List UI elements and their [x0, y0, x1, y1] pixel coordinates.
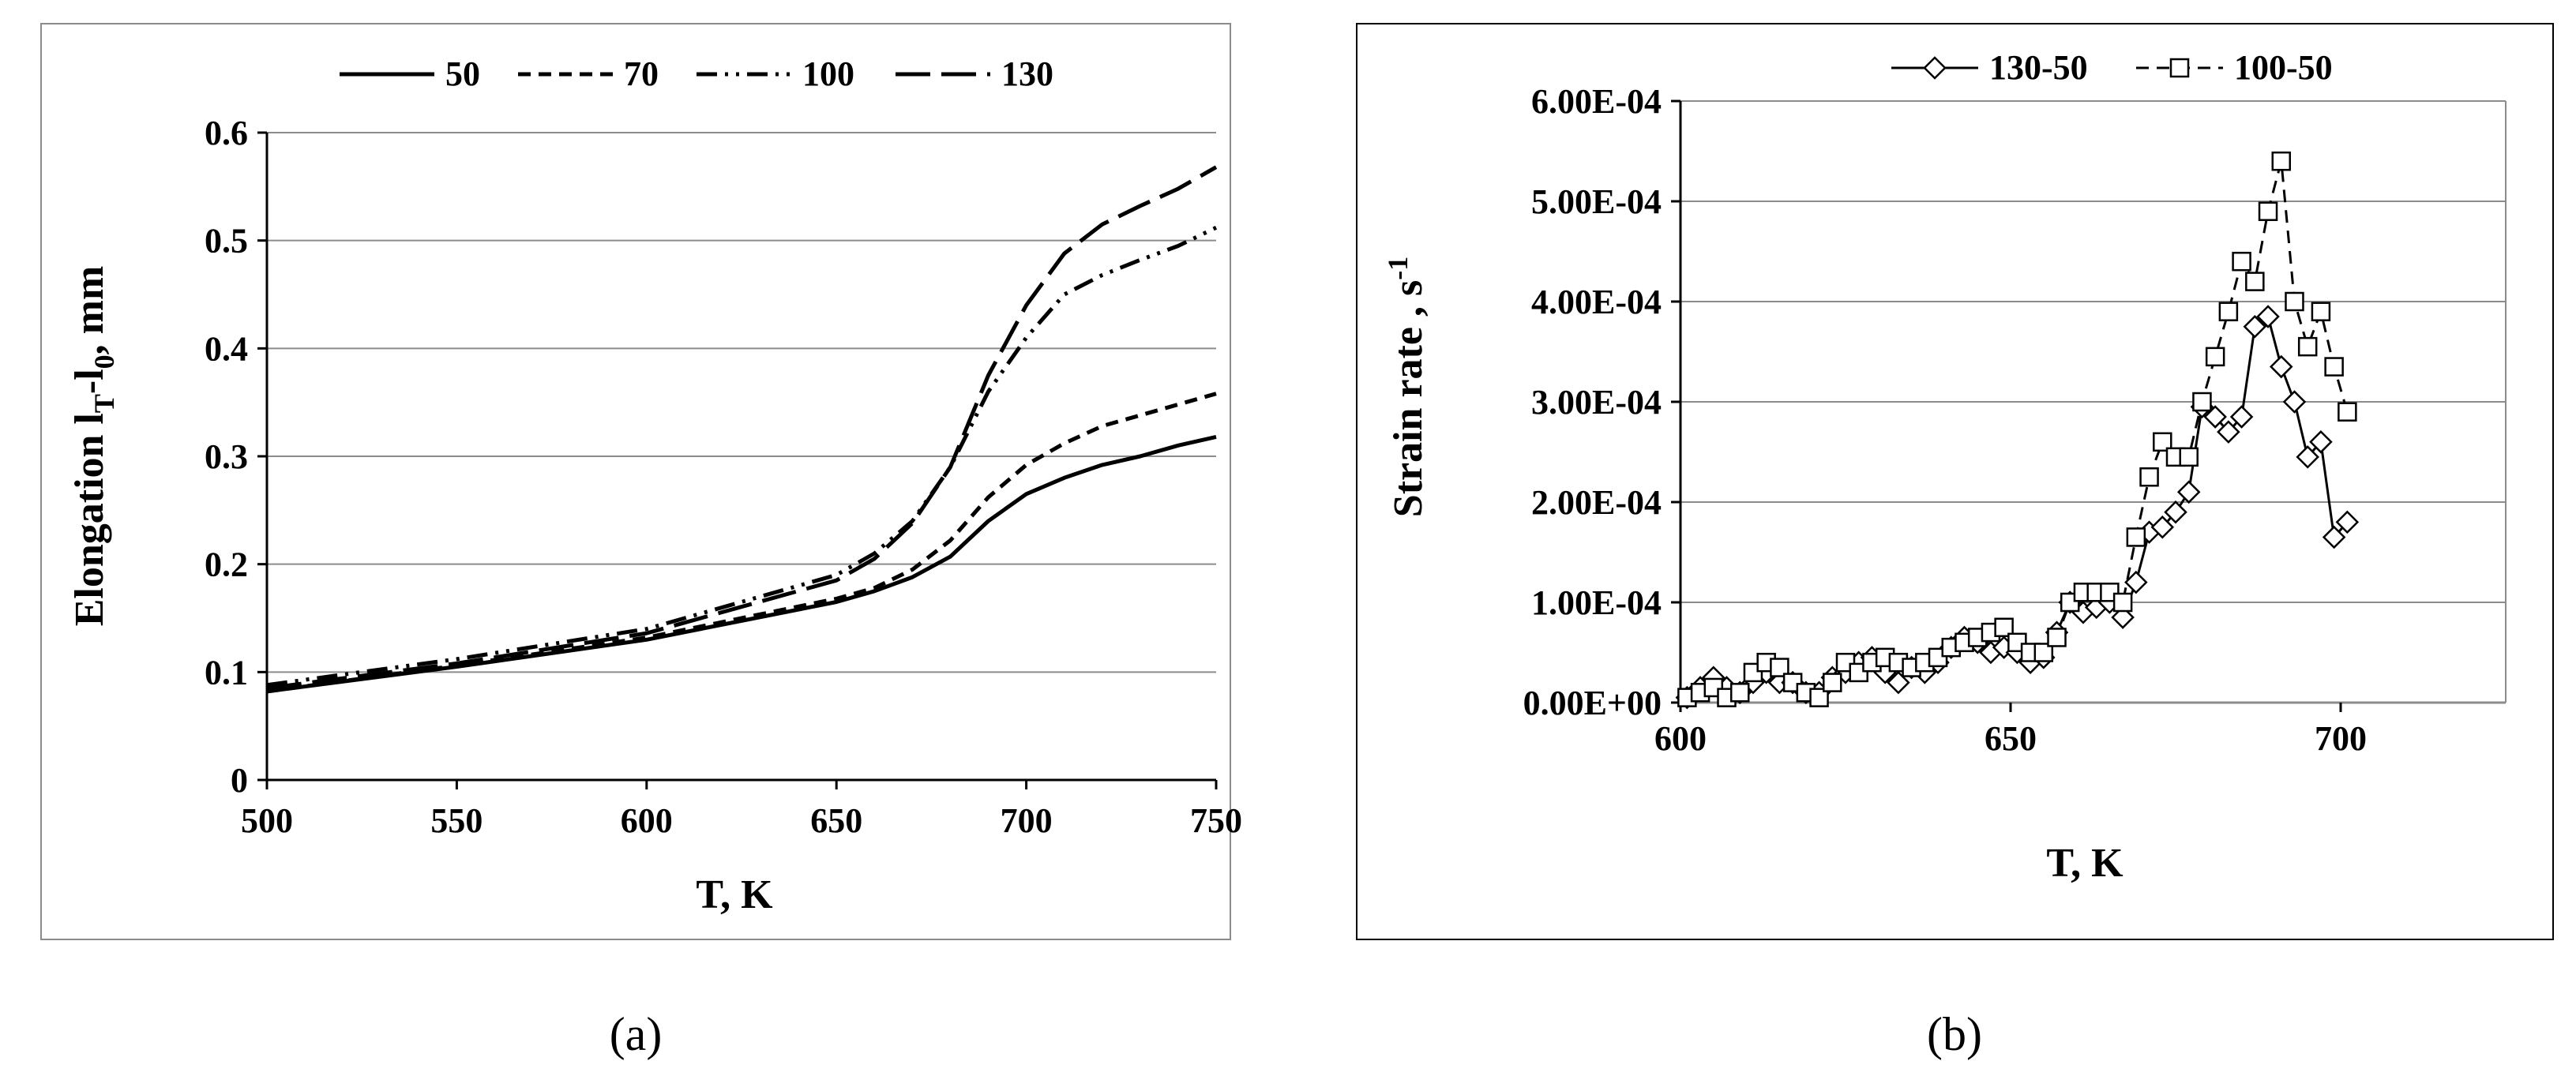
data-point-130-50 — [2309, 430, 2333, 454]
y-tick-label: 5.00E-04 — [1531, 182, 1662, 221]
data-point-130-50 — [2256, 305, 2280, 328]
panel-b-y-axis-label: Strain rate , s-1 — [1382, 257, 1431, 517]
legend-marker-130-50 — [1923, 56, 1947, 80]
data-point-100-50 — [2311, 302, 2331, 321]
y-tick-label: 1.00E-04 — [1531, 583, 1662, 622]
data-point-100-50 — [1729, 683, 1750, 703]
data-point-100-50 — [2192, 392, 2212, 412]
panel-a-frame — [40, 23, 1231, 940]
panel-b-series — [1675, 151, 2360, 710]
data-point-100-50 — [2297, 336, 2318, 357]
data-point-130-50 — [2150, 515, 2175, 539]
data-point-100-50 — [2179, 447, 2199, 467]
data-point-130-50 — [2282, 390, 2307, 414]
panel-a-y-axis-label: Elongation lT-l0, mm — [67, 266, 120, 627]
data-point-100-50 — [2112, 592, 2133, 613]
x-tick-label: 650 — [1985, 719, 2037, 758]
data-point-130-50 — [2203, 405, 2227, 429]
legend-label-50: 50 — [445, 54, 480, 93]
y-tick-label: 0.2 — [205, 545, 248, 584]
data-point-100-50 — [1770, 658, 1789, 677]
series-line-100 — [266, 226, 1218, 688]
data-point-100-50 — [2324, 357, 2344, 377]
data-point-100-50 — [2153, 432, 2172, 452]
panel-a-tick-labels: 0 0.1 0.2 0.3 0.4 0.5 0.6 500 550 600 650 700 750 — [205, 114, 1242, 840]
data-point-100-50 — [2338, 402, 2357, 422]
data-point-100-50 — [2232, 251, 2251, 272]
data-point-130-50 — [2176, 480, 2201, 504]
x-tick-label: 700 — [1001, 801, 1053, 840]
legend-marker-100-50 — [2169, 58, 2190, 78]
data-point-100-50 — [2218, 302, 2239, 321]
panel-b-x-axis-label: T, K — [2046, 841, 2124, 886]
panel-a-x-axis-label: T, K — [696, 872, 773, 917]
panel-a-chart: 0 0.1 0.2 0.3 0.4 0.5 0.6 500 550 600 650 700 750 50… — [40, 23, 1242, 940]
y-tick-label: 0.3 — [205, 437, 248, 476]
series-line-130 — [266, 165, 1218, 691]
data-point-130-50 — [2111, 605, 2135, 629]
data-point-100-50 — [1994, 617, 2014, 637]
data-point-130-50 — [2164, 500, 2187, 524]
data-point-100-50 — [1809, 688, 1829, 707]
x-tick-label: 650 — [810, 801, 862, 840]
data-point-100-50 — [2047, 628, 2067, 647]
y-tick-label: 0.1 — [205, 653, 248, 692]
x-tick-label: 700 — [2315, 719, 2367, 758]
data-point-100-50 — [2205, 347, 2225, 367]
legend-label-70: 70 — [624, 54, 659, 93]
panel-a-axes — [257, 131, 1218, 789]
data-point-130-50 — [2296, 445, 2319, 469]
panel-b-chart: 0.00E+00 1.00E-04 2.00E-04 3.00E-04 4.00E-04… — [1356, 23, 2554, 940]
series-line-50 — [266, 434, 1217, 694]
y-tick-label: 0 — [231, 761, 248, 800]
data-point-130-50 — [2217, 420, 2240, 444]
data-point-130-50 — [2243, 314, 2267, 339]
data-point-130-50 — [2124, 570, 2148, 594]
series-line-70 — [266, 392, 1217, 694]
y-tick-label: 0.4 — [205, 329, 248, 368]
data-point-100-50 — [2271, 151, 2292, 171]
data-point-130-50 — [2335, 510, 2360, 534]
legend-label-100: 100 — [802, 54, 854, 93]
y-tick-label: 0.5 — [205, 222, 248, 261]
y-tick-label: 2.00E-04 — [1531, 483, 1662, 522]
caption-a: (a) — [610, 1008, 663, 1060]
x-tick-label: 600 — [621, 801, 673, 840]
data-point-100-50 — [2258, 201, 2278, 221]
x-tick-label: 550 — [430, 801, 483, 840]
legend-label-100-50: 100-50 — [2234, 48, 2333, 87]
data-point-130-50 — [1887, 670, 1910, 695]
y-tick-label: 4.00E-04 — [1531, 283, 1662, 321]
panel-a-series — [266, 165, 1218, 694]
x-tick-label: 500 — [241, 801, 293, 840]
data-point-100-50 — [1823, 673, 1842, 692]
data-point-100-50 — [2126, 527, 2146, 547]
legend-label-130-50: 130-50 — [1989, 48, 2088, 87]
panel-b-tick-labels: 0.00E+00 1.00E-04 2.00E-04 3.00E-04 4.00E-04… — [1523, 82, 2367, 758]
y-tick-label: 6.00E-04 — [1531, 82, 1662, 121]
series-line-100-50 — [1686, 159, 2349, 699]
caption-b: (b) — [1927, 1008, 1982, 1060]
x-tick-label: 750 — [1190, 801, 1242, 840]
data-point-130-50 — [2269, 354, 2293, 379]
x-tick-label: 600 — [1654, 719, 1707, 758]
panel-b-legend: 130-50 100-50 — [1891, 48, 2333, 87]
data-point-100-50 — [2033, 643, 2054, 662]
y-tick-label: 0.00E+00 — [1523, 684, 1662, 722]
data-point-100-50 — [2285, 291, 2304, 312]
y-tick-label: 0.6 — [205, 114, 248, 152]
data-point-100-50 — [2139, 467, 2159, 487]
legend-label-130: 130 — [1001, 54, 1053, 93]
panel-a-legend: 50 70 100 130 — [340, 54, 1053, 93]
y-tick-label: 3.00E-04 — [1531, 383, 1662, 422]
data-point-130-50 — [2322, 525, 2346, 549]
data-point-100-50 — [2245, 272, 2265, 291]
panel-b-frame — [1356, 23, 2554, 940]
data-point-130-50 — [2229, 405, 2254, 429]
